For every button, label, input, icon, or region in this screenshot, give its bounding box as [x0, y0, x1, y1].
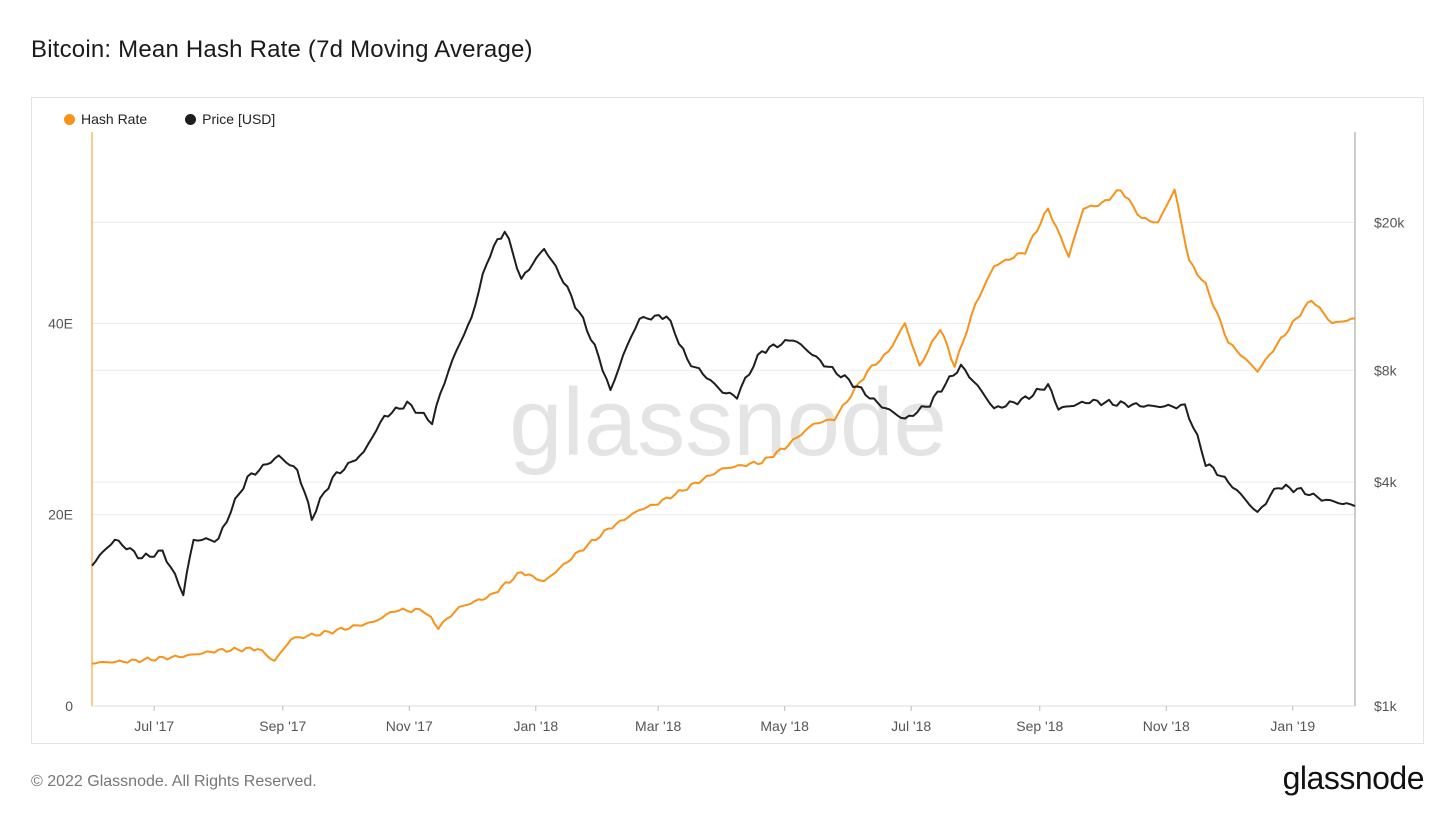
chart-title: Bitcoin: Mean Hash Rate (7d Moving Avera… — [31, 36, 533, 63]
x-tick-label-2: Nov '17 — [386, 718, 433, 734]
x-tick-label-3: Jan '18 — [513, 718, 558, 734]
legend-item-hash-rate[interactable]: Hash Rate — [64, 111, 147, 127]
legend-item-price[interactable]: Price [USD] — [185, 111, 275, 127]
chart-legend: Hash Rate Price [USD] — [64, 111, 275, 127]
x-tick-label-7: Sep '18 — [1016, 718, 1063, 734]
x-tick-label-0: Jul '17 — [134, 718, 174, 734]
legend-dot-hash-rate — [64, 113, 75, 125]
x-tick-label-5: May '18 — [760, 718, 809, 734]
y-right-tick-label-0: $1k — [1374, 698, 1398, 714]
x-tick-label-6: Jul '18 — [891, 718, 931, 734]
legend-label-price: Price [USD] — [202, 111, 276, 127]
watermark: glassnode — [509, 369, 947, 476]
y-right-tick-label-2: $8k — [1374, 362, 1398, 378]
series-line-price — [91, 230, 1356, 597]
y-left-tick-label-1: 20E — [48, 507, 73, 523]
gridlines — [92, 221, 1355, 516]
axes: 0 20E 40E $1k $4k $8k $20k Jul '17 Sep '17 Nov '1… — [48, 132, 1405, 734]
legend-dot-price — [185, 113, 197, 125]
chart-panel — [31, 97, 1424, 744]
series-lines — [91, 188, 1356, 665]
y-right-tick-label-1: $4k — [1374, 474, 1398, 490]
x-tick-label-8: Nov '18 — [1143, 718, 1190, 734]
y-right-tick-label-3: $20k — [1374, 214, 1405, 230]
x-tick-label-4: Mar '18 — [635, 718, 681, 734]
glassnode-logo[interactable]: glassnode — [1282, 760, 1425, 796]
copyright-footer: © 2022 Glassnode. All Rights Reserved. — [31, 773, 317, 790]
x-tick-label-1: Sep '17 — [259, 718, 306, 734]
legend-label-hash-rate: Hash Rate — [81, 111, 148, 127]
series-line-hash-rate — [91, 188, 1356, 665]
y-left-tick-label-0: 0 — [65, 698, 73, 714]
x-tick-label-9: Jan '19 — [1270, 718, 1315, 734]
y-left-tick-label-2: 40E — [48, 315, 73, 331]
